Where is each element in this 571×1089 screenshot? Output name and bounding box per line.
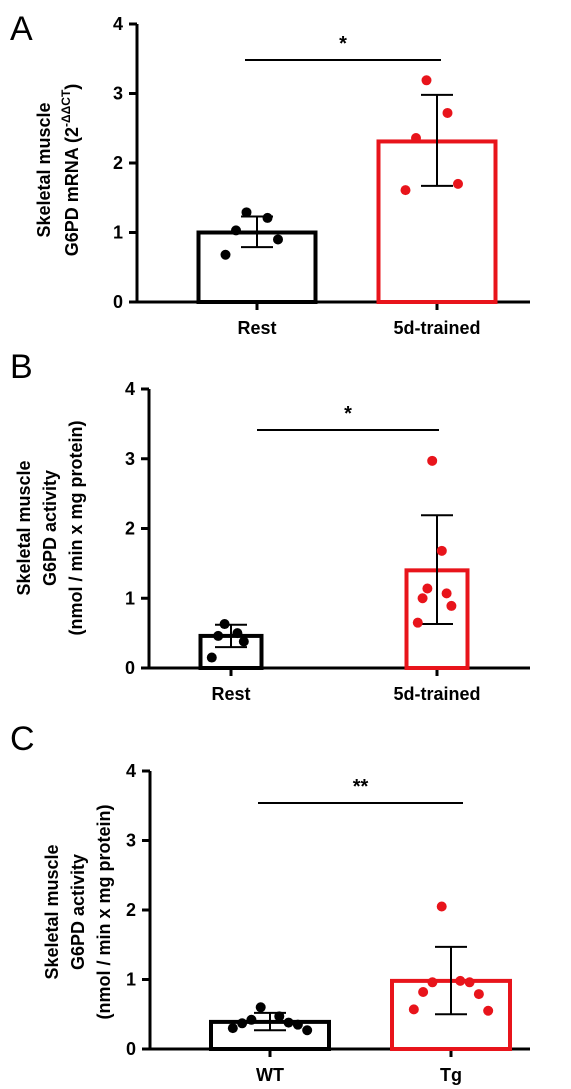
y-axis-label-line: G6PD activity <box>40 470 60 586</box>
data-point <box>411 132 421 143</box>
y-tick-label: 0 <box>125 658 135 678</box>
data-point <box>453 178 463 189</box>
data-point <box>262 212 273 223</box>
x-category-label: 5d-trained <box>393 318 480 338</box>
y-axis-label: Skeletal muscle G6PD activity (nmol / mi… <box>42 804 114 1019</box>
y-tick-label: 4 <box>126 761 136 781</box>
data-point <box>237 1018 248 1029</box>
panel-letter: C <box>10 720 35 758</box>
plot-area: 0 1 2 3 4 Rest 5d-trained * <box>125 379 530 704</box>
y-axis-label: Skeletal muscle G6PD mRNA (2-ΔΔCT) <box>34 84 82 257</box>
plot-area: 0 1 2 3 4 Rest 5d-trained * <box>113 14 530 338</box>
data-point <box>427 977 438 988</box>
y-tick-label: 2 <box>113 153 123 173</box>
panel-b: B Skeletal muscle G6PD activity (nmol / … <box>10 348 530 704</box>
data-point <box>408 1004 419 1015</box>
y-axis-label: Skeletal muscle G6PD activity (nmol / mi… <box>14 420 86 635</box>
significance-marker: * <box>339 33 347 55</box>
y-tick-label: 3 <box>113 84 123 104</box>
y-axis-label-line: G6PD mRNA (2-ΔΔCT) <box>59 84 82 257</box>
y-axis-label-line: Skeletal muscle <box>14 460 34 595</box>
data-point <box>436 545 447 556</box>
x-category-label: 5d-trained <box>393 684 480 704</box>
y-axis-label-close: ) <box>62 84 82 90</box>
panel-c: C Skeletal muscle G6PD activity (nmol / … <box>10 720 530 1085</box>
data-point <box>442 107 453 118</box>
data-point <box>427 455 438 466</box>
y-tick-label: 1 <box>126 970 136 990</box>
y-tick-label: 4 <box>125 379 135 399</box>
data-point <box>220 249 231 260</box>
data-point <box>274 1011 285 1022</box>
y-axis-label-line: Skeletal muscle <box>42 844 62 979</box>
data-point <box>436 901 447 912</box>
data-point <box>238 636 249 647</box>
data-point <box>421 75 432 86</box>
data-point <box>455 975 466 986</box>
data-point <box>206 652 217 663</box>
y-tick-label: 0 <box>126 1039 136 1059</box>
significance-marker: ** <box>353 776 369 798</box>
data-point <box>227 1023 238 1034</box>
y-tick-label: 1 <box>113 223 123 243</box>
data-point <box>231 225 241 236</box>
y-tick-label: 3 <box>125 449 135 469</box>
data-point <box>232 628 243 639</box>
significance-marker: * <box>344 403 352 425</box>
y-tick-label: 3 <box>126 831 136 851</box>
y-tick-label: 0 <box>113 292 123 312</box>
data-point <box>241 207 252 218</box>
y-axis-label-main: G6PD mRNA (2 <box>62 127 82 256</box>
data-point <box>292 1019 303 1030</box>
data-point <box>441 588 452 599</box>
y-axis-label-line: (nmol / min x mg protein) <box>66 420 86 635</box>
y-axis-label-superscript: -ΔΔCT <box>59 89 73 127</box>
data-point <box>273 234 283 245</box>
data-point <box>483 1005 494 1016</box>
panel-letter: A <box>10 10 33 48</box>
data-point <box>446 600 457 611</box>
data-point <box>412 617 423 628</box>
data-point <box>219 619 230 630</box>
y-tick-label: 2 <box>126 900 136 920</box>
data-point <box>418 987 429 998</box>
x-category-label: WT <box>256 1065 284 1085</box>
y-axis-label-line: (nmol / min x mg protein) <box>94 804 114 1019</box>
data-point <box>417 593 428 604</box>
data-point <box>473 989 484 1000</box>
y-tick-label: 4 <box>113 14 123 34</box>
y-tick-label: 1 <box>125 588 135 608</box>
data-point <box>213 630 224 641</box>
data-point <box>422 583 433 594</box>
x-category-label: Tg <box>440 1065 462 1085</box>
y-axis-label-line: Skeletal muscle <box>34 102 54 237</box>
panel-letter: B <box>10 348 33 386</box>
y-axis-label-line: G6PD activity <box>68 854 88 970</box>
y-tick-label: 2 <box>125 519 135 539</box>
data-point <box>464 977 475 988</box>
panel-a: A Skeletal muscle G6PD mRNA (2-ΔΔCT) 0 1 2… <box>10 10 530 338</box>
x-category-label: Rest <box>237 318 276 338</box>
data-point <box>400 185 411 196</box>
x-category-label: Rest <box>211 684 250 704</box>
data-point <box>302 1025 313 1036</box>
plot-area: 0 1 2 3 4 WT Tg ** <box>126 761 530 1085</box>
data-point <box>255 1002 266 1013</box>
data-point <box>246 1014 257 1025</box>
data-point <box>283 1017 294 1028</box>
